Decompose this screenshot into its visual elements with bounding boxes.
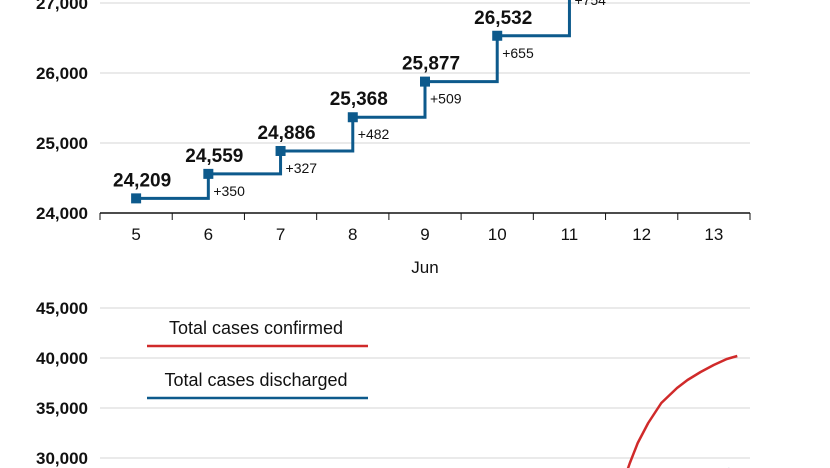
data-point-marker [131, 193, 142, 204]
x-tick-label: 10 [488, 225, 507, 244]
y-tick-label: 45,000 [36, 299, 88, 318]
daily-increase-label: +655 [502, 45, 534, 61]
x-tick-label: 11 [561, 225, 579, 244]
y-tick-label: 35,000 [36, 399, 88, 418]
value-label: 25,877 [402, 54, 460, 75]
daily-increase-label: +482 [358, 126, 390, 142]
x-axis-title: Jun [411, 258, 438, 277]
x-tick-label: 13 [704, 225, 723, 244]
daily-increase-label: +350 [213, 183, 245, 199]
y-tick-label: 25,000 [36, 134, 88, 153]
x-tick-label: 8 [348, 225, 357, 244]
y-tick-label: 27,000 [36, 0, 88, 13]
daily-increase-label: +327 [286, 160, 318, 176]
x-tick-label: 6 [204, 225, 213, 244]
data-point-marker [492, 30, 503, 41]
data-point-marker [275, 145, 286, 156]
value-label: 24,886 [257, 123, 315, 144]
legend-label: Total cases discharged [164, 370, 347, 390]
x-tick-label: 5 [131, 225, 140, 244]
y-tick-label: 26,000 [36, 64, 88, 83]
x-tick-label: 9 [420, 225, 429, 244]
daily-increase-label: +754 [574, 0, 606, 8]
daily-increase-label: +509 [430, 91, 462, 107]
data-point-marker [420, 76, 430, 87]
y-tick-label: 40,000 [36, 349, 88, 368]
x-tick-label: 7 [276, 225, 285, 244]
data-point-marker [347, 112, 358, 123]
value-label: 25,368 [330, 89, 388, 110]
value-label: 24,559 [185, 146, 243, 167]
value-label: 26,532 [474, 8, 532, 29]
series-line [626, 354, 738, 468]
x-tick-label: 12 [632, 225, 651, 244]
bottom-chart: 30,000 35,000 40,000 45,000 Total cases conf… [36, 299, 750, 468]
top-chart: 24,000 25,000 26,000 27,000 5 6 7 8 9 10 11 12 13 Jun… [36, 0, 751, 277]
data-point-marker [203, 168, 214, 179]
y-tick-label: 30,000 [36, 449, 88, 468]
y-tick-label: 24,000 [36, 204, 88, 223]
legend-label: Total cases confirmed [169, 318, 343, 338]
value-label: 24,209 [113, 170, 171, 191]
